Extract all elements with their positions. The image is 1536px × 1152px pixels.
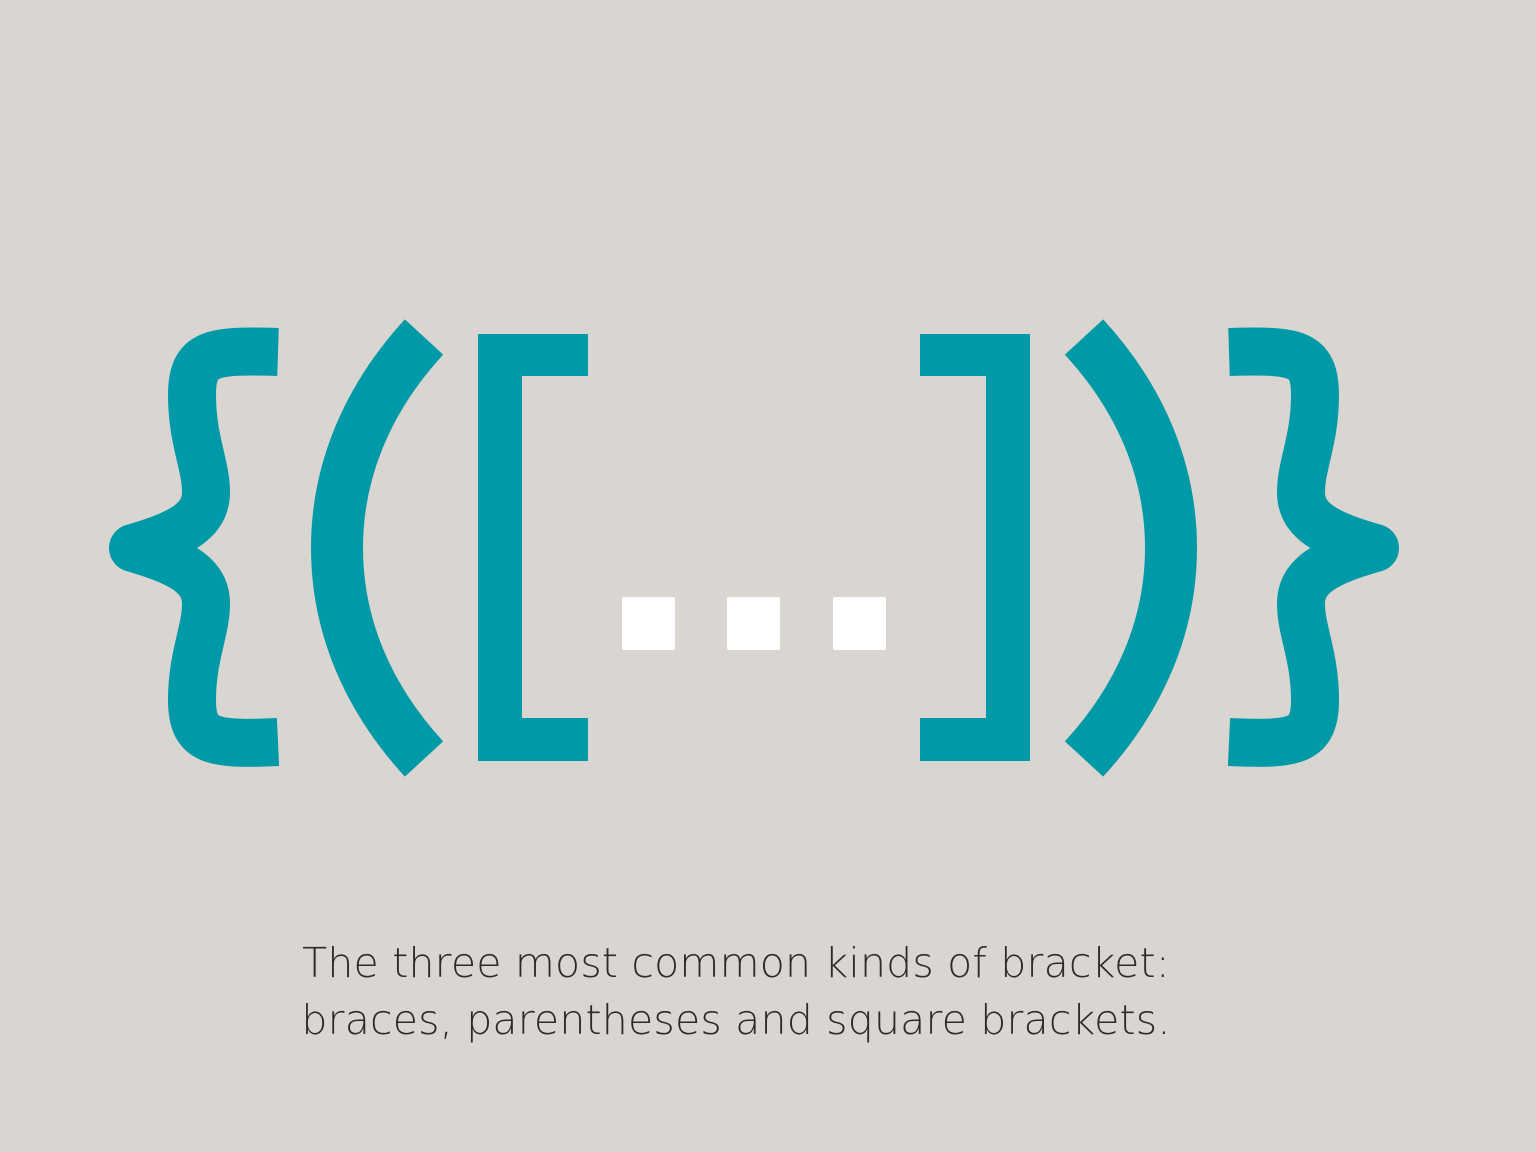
caption: The three most common kinds of bracket: … — [0, 935, 1472, 1049]
right-brace-icon — [1227, 327, 1399, 767]
right-parenthesis-icon — [1064, 319, 1198, 777]
caption-line-2: braces, parentheses and square brackets. — [301, 996, 1171, 1044]
right-square-bracket-icon — [920, 334, 1030, 761]
left-parenthesis-icon — [310, 319, 444, 777]
left-brace-icon — [109, 327, 280, 767]
caption-line-1: The three most common kinds of bracket: — [302, 939, 1170, 987]
ellipsis-icon — [622, 597, 886, 650]
left-square-bracket-icon — [478, 334, 588, 761]
